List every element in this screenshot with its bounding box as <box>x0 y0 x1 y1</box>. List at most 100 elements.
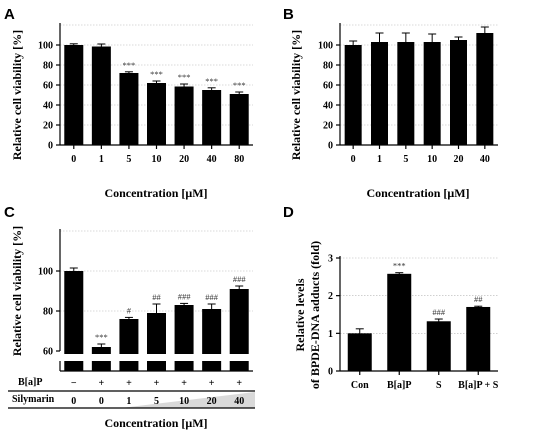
chart-a-x-tick-label: 80 <box>234 154 244 165</box>
chart-c-bar-stub <box>64 361 84 371</box>
chart-c-bar-stub <box>229 361 249 371</box>
chart-d-y-tick-label: 1 <box>328 329 333 340</box>
chart-a-y-axis-title: Relative cell viability [%] <box>10 30 24 160</box>
chart-c-silymarin-dose: 10 <box>179 396 189 407</box>
chart-c-bar <box>202 309 222 354</box>
chart-b-bar <box>476 33 494 145</box>
chart-b-gridlines <box>340 24 498 126</box>
chart-c-y-ticks: 60 80 100 <box>38 267 60 358</box>
chart-b-y-tick-label: 20 <box>323 121 333 132</box>
chart-c-bar <box>64 271 84 354</box>
chart-b-bar <box>344 45 362 145</box>
chart-c-bar-stub <box>202 361 222 371</box>
chart-d-bar <box>426 321 451 371</box>
chart-a-y-tick-label: 100 <box>38 41 53 52</box>
chart-a-bar <box>119 73 139 145</box>
chart-a-bar <box>229 94 249 145</box>
chart-d-significance-mark: *** <box>393 261 406 271</box>
chart-a-x-tick-label: 1 <box>99 154 104 165</box>
chart-d-significance-mark: ### <box>432 307 446 317</box>
chart-a-x-tick-label: 40 <box>207 154 217 165</box>
chart-a-x-ticks: 0 1 5 10 20 40 80 <box>71 145 244 165</box>
chart-c-bar-stub <box>147 361 166 371</box>
chart-b-bar <box>450 40 467 145</box>
chart-c-silymarin-dose: 5 <box>154 396 159 407</box>
chart-b-y-tick-label: 40 <box>323 101 333 112</box>
panel-letter-b: B <box>283 6 294 23</box>
chart-a-bar <box>91 46 111 145</box>
chart-b-x-tick-label: 0 <box>351 154 356 165</box>
chart-c-significance: ***### ### ###### <box>95 274 246 342</box>
chart-b-y-tick-label: 80 <box>323 61 333 72</box>
chart-a-x-tick-label: 10 <box>152 154 162 165</box>
chart-c-x-axis-title: Concentration [μM] <box>104 416 207 430</box>
chart-c-bap-sign: + <box>126 378 132 389</box>
chart-d-bars <box>347 272 491 371</box>
chart-c-dose-gradient <box>120 392 255 408</box>
chart-c-axis-break-stubs <box>59 361 253 372</box>
chart-c-significance-mark: # <box>127 305 132 315</box>
chart-a-y-ticks: 0 20 40 60 80 100 <box>38 41 60 152</box>
chart-c-significance-mark: ### <box>178 291 192 301</box>
chart-b-x-tick-label: 1 <box>377 154 382 165</box>
chart-a-bar <box>202 90 222 145</box>
chart-b-x-tick-label: 20 <box>454 154 464 165</box>
chart-a-significance: *** *** *** *** *** <box>123 60 246 90</box>
chart-b: 0 20 40 60 80 100 0 1 5 10 20 40 Relative cell via… <box>289 23 498 200</box>
chart-c-silymarin-dose: 0 <box>99 396 104 407</box>
chart-c-bar <box>229 289 249 354</box>
chart-a-significance-mark: *** <box>233 80 246 90</box>
chart-b-axes <box>339 23 498 146</box>
chart-c-silymarin-dose: 0 <box>71 396 76 407</box>
chart-c-row-label-bap: B[a]P <box>18 377 42 388</box>
chart-a-x-axis-title: Concentration [μM] <box>104 186 207 200</box>
chart-a-x-tick-label: 20 <box>179 154 189 165</box>
chart-a-y-tick-label: 40 <box>43 101 53 112</box>
chart-c-treatment-table: − + + + + + +0 0 1 5 10 20 40 <box>8 378 255 409</box>
chart-d-x-tick-label: Con <box>351 380 369 391</box>
chart-b-bar <box>371 42 388 145</box>
chart-a-significance-mark: *** <box>150 69 163 79</box>
chart-a-bars <box>64 43 249 145</box>
chart-d-x-ticks: Con B[a]P S B[a]P + S <box>351 371 499 391</box>
chart-c-silymarin-dose: 1 <box>126 396 131 407</box>
chart-d-significance-mark: ## <box>474 294 483 304</box>
chart-b-y-tick-label: 60 <box>323 81 333 92</box>
chart-d-significance: ***##### <box>393 261 483 317</box>
panel-letter-a: A <box>4 6 15 23</box>
chart-c-bar <box>91 347 111 354</box>
chart-a-y-tick-label: 20 <box>43 121 53 132</box>
chart-a-significance-mark: *** <box>123 60 136 70</box>
chart-a-bar <box>174 86 194 145</box>
chart-d-y-tick-label: 3 <box>328 254 333 265</box>
chart-c-bar <box>147 313 166 354</box>
chart-c-bars <box>64 267 249 354</box>
chart-c-silymarin-dose: 20 <box>207 396 217 407</box>
chart-c-bap-sign: + <box>236 378 242 389</box>
chart-c-bap-sign: + <box>154 378 160 389</box>
chart-b-x-tick-label: 10 <box>427 154 437 165</box>
chart-c-y-tick-label: 100 <box>38 267 53 278</box>
chart-c-bap-sign: + <box>99 378 105 389</box>
chart-d-y-ticks: 0 1 2 3 <box>328 254 340 378</box>
panel-letter-c: C <box>4 204 15 221</box>
chart-b-bar <box>423 42 441 145</box>
chart-d-y-axis-title-line-2: of BPDE-DNA adducts (fold) <box>308 241 322 389</box>
chart-c-significance-mark: ### <box>205 292 219 302</box>
chart-d-bar <box>347 333 372 371</box>
chart-d-y-axis-title-line-1: Relative levels <box>293 278 307 351</box>
chart-d-bar <box>387 273 412 371</box>
chart-a-significance-mark: *** <box>178 72 191 82</box>
chart-d-x-tick-label: B[a]P + S <box>458 380 499 391</box>
chart-c-silymarin-dose: 40 <box>234 396 244 407</box>
chart-c-bap-sign: − <box>71 378 77 389</box>
panel-letter-d: D <box>283 204 294 221</box>
chart-a-x-tick-label: 5 <box>126 154 131 165</box>
chart-c-bar-stub <box>119 361 139 371</box>
chart-a-y-tick-label: 0 <box>48 141 53 152</box>
chart-b-x-tick-label: 5 <box>403 154 408 165</box>
chart-c-y-tick-label: 60 <box>43 347 53 358</box>
chart-a-bar <box>147 83 166 145</box>
